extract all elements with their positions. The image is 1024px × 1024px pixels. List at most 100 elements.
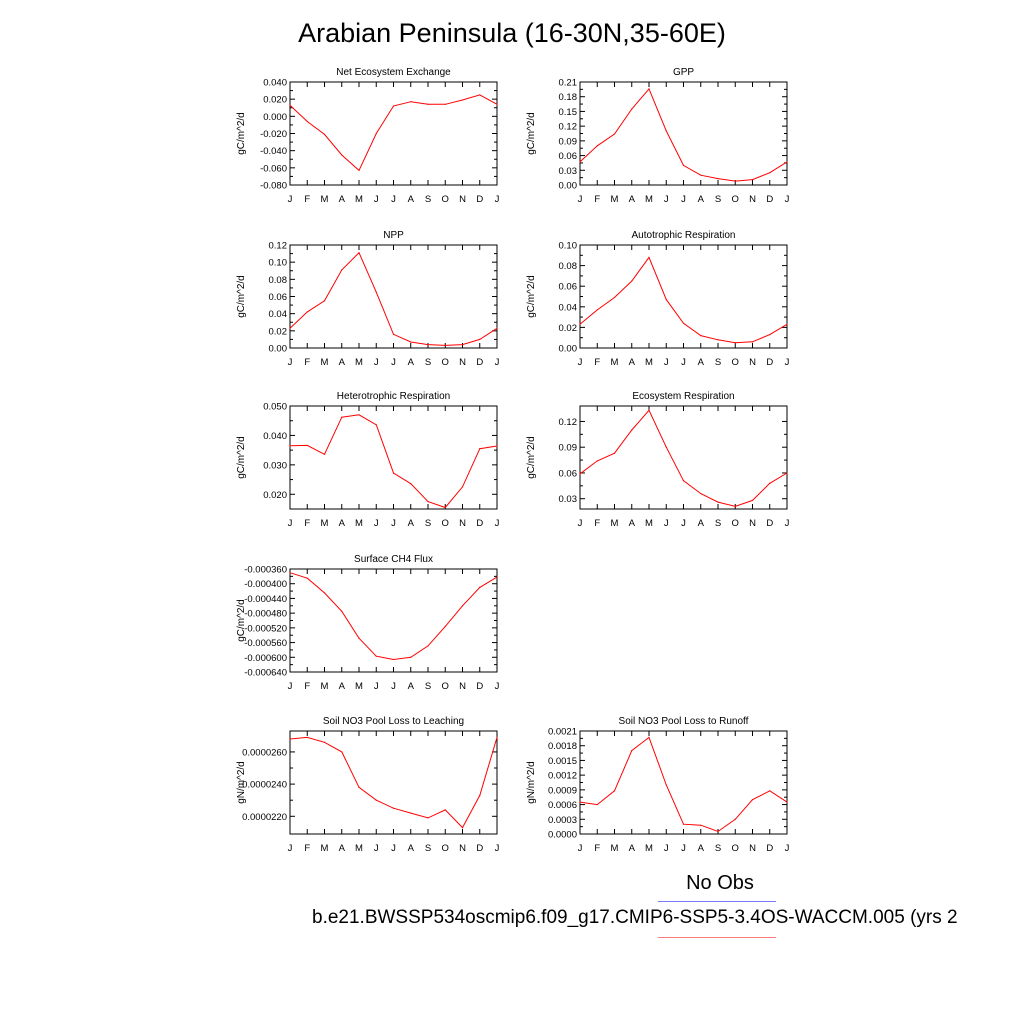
y-tick-label: -0.000360 [244,565,287,576]
x-tick-label: D [476,357,483,368]
x-tick-label: A [408,681,415,692]
x-tick-label: O [732,194,739,205]
data-point [392,658,395,661]
x-tick-label: A [339,357,346,368]
plot-frame [579,81,788,186]
data-point [734,342,736,344]
y-tick-label: 0.02 [559,323,578,334]
x-tick-label: J [578,194,583,205]
x-tick-label: M [611,518,619,529]
y-tick-label: 0.0000220 [242,812,287,823]
x-tick-label: J [664,357,669,368]
y-tick-label: 0.020 [263,95,287,106]
y-axis-label: gC/m^2/d [526,275,537,318]
x-tick-label: J [288,681,293,692]
y-tick-label: 0.0012 [548,771,577,782]
data-point [613,790,616,792]
series-line [289,414,498,509]
x-tick-label: A [629,518,636,529]
data-point [769,172,771,174]
x-tick-label: J [288,194,293,205]
x-tick-label: M [355,357,363,368]
x-tick-label: S [715,518,721,529]
y-tick-label: -0.000400 [244,579,287,590]
data-point [427,817,429,819]
plot-frame [289,81,498,186]
x-tick-label: S [715,194,721,205]
x-tick-label: J [288,357,293,368]
x-tick-label: M [645,194,653,205]
x-tick-label: O [732,518,739,529]
x-tick-label: S [715,357,721,368]
y-axis-label: gC/m^2/d [236,436,247,479]
y-tick-label: -0.000600 [244,653,287,664]
x-tick-label: J [785,357,790,368]
x-tick-label: J [681,194,686,205]
x-tick-label: J [495,843,500,854]
data-point [444,809,446,811]
y-axis-label: gN/m^2/d [526,761,537,804]
data-point [613,296,616,299]
x-tick-label: A [629,843,636,854]
data-point [751,499,754,502]
series-line [579,736,788,833]
y-tick-label: 0.0000 [548,830,577,841]
x-tick-label: F [304,357,310,368]
legend-case-label: b.e21.BWSSP534oscmip6.f09_g17.CMIP6-SSP5… [312,907,958,928]
data-point [358,786,360,788]
x-tick-label: N [749,843,756,854]
data-point [751,799,754,801]
x-tick-label: O [442,681,449,692]
x-tick-label: O [442,357,449,368]
data-point [665,784,667,786]
y-axis-label: gC/m^2/d [236,112,247,155]
data-point [613,452,616,454]
data-point [682,823,685,825]
data-point [427,103,429,105]
data-point [769,334,771,336]
data-point [444,344,446,347]
y-tick-label: 0.09 [559,136,578,147]
data-point [461,99,464,101]
y-tick-label: 0.06 [559,151,578,162]
data-point [289,104,291,106]
x-tick-label: N [459,194,466,205]
data-point [306,577,308,579]
x-tick-label: D [766,194,773,205]
x-tick-label: M [321,843,329,854]
x-tick-label: J [785,518,790,529]
x-tick-label: D [476,518,483,529]
data-point [479,794,481,796]
data-point [579,473,581,475]
data-point [375,799,377,801]
x-tick-label: N [749,357,756,368]
y-tick-label: 0.00 [559,344,578,355]
x-tick-label: S [425,357,431,368]
x-tick-label: M [645,843,653,854]
data-point [323,300,326,302]
data-point [306,311,308,313]
x-tick-label: J [664,843,669,854]
x-tick-label: M [611,843,619,854]
x-tick-label: M [321,357,329,368]
y-tick-label: -0.080 [260,181,287,192]
data-point [682,322,685,324]
y-tick-label: 0.06 [269,292,288,303]
x-tick-label: F [594,518,600,529]
data-point [631,750,633,752]
chart-title: Heterotrophic Respiration [337,391,450,402]
y-tick-label: 0.08 [559,261,578,272]
y-tick-label: 0.0021 [548,727,577,738]
data-point [734,505,736,508]
data-point [717,339,719,341]
data-point [375,655,377,657]
x-tick-label: A [339,518,346,529]
x-tick-label: M [611,194,619,205]
y-tick-label: 0.09 [559,443,578,454]
x-tick-label: J [495,518,500,529]
x-tick-label: M [321,194,329,205]
x-tick-label: M [355,194,363,205]
chart-title: Ecosystem Respiration [632,391,734,402]
